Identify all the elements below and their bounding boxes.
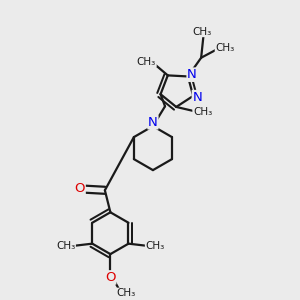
Text: CH₃: CH₃ <box>56 241 75 251</box>
Text: CH₃: CH₃ <box>192 27 212 37</box>
Text: CH₃: CH₃ <box>193 107 212 117</box>
Text: N: N <box>192 91 202 103</box>
Text: N: N <box>148 116 158 129</box>
Text: CH₃: CH₃ <box>215 43 235 53</box>
Text: N: N <box>187 68 197 81</box>
Text: CH₃: CH₃ <box>146 241 165 251</box>
Text: O: O <box>105 271 116 284</box>
Text: CH₃: CH₃ <box>137 56 156 67</box>
Text: CH₃: CH₃ <box>116 288 136 298</box>
Text: O: O <box>74 182 85 195</box>
